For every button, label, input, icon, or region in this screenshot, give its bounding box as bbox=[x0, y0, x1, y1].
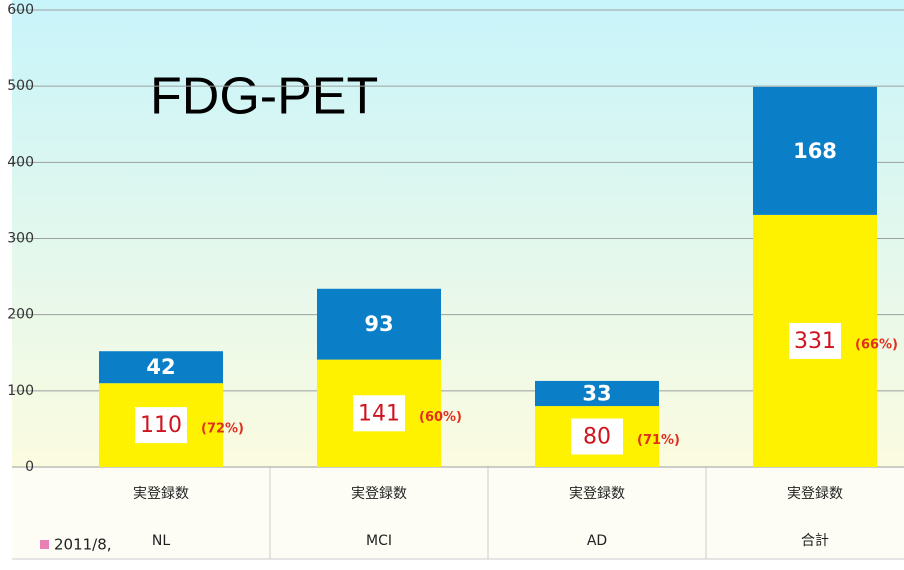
value-label-box bbox=[571, 418, 623, 455]
value-label: 141 bbox=[358, 401, 400, 426]
value-label: 93 bbox=[364, 312, 393, 336]
y-tick-label: 600 bbox=[7, 2, 34, 18]
x-tick-label: MCI bbox=[366, 533, 392, 549]
legend-text: 2011/8, bbox=[54, 536, 112, 554]
percent-label: (72%) bbox=[201, 422, 244, 437]
x-tick-label: 合計 bbox=[801, 533, 829, 549]
value-label: 42 bbox=[146, 355, 175, 379]
y-tick-label: 500 bbox=[7, 78, 34, 94]
y-tick-label: 100 bbox=[7, 383, 34, 399]
percent-label: (60%) bbox=[419, 410, 462, 425]
x-tick-label: NL bbox=[152, 533, 170, 549]
bar-segment bbox=[753, 86, 877, 215]
value-label: 80 bbox=[583, 425, 611, 450]
value-label-box bbox=[353, 395, 405, 432]
annotation-title: FDG-PET bbox=[150, 68, 378, 126]
category-table bbox=[12, 467, 904, 559]
legend-swatch bbox=[40, 540, 49, 549]
bar-segment bbox=[99, 351, 223, 384]
value-label: 168 bbox=[793, 139, 837, 163]
y-tick-label: 0 bbox=[25, 459, 34, 475]
bar-segment bbox=[317, 288, 441, 360]
value-label: 331 bbox=[794, 329, 836, 354]
bar-segment bbox=[535, 380, 659, 407]
value-label: 110 bbox=[140, 413, 182, 438]
y-tick-label: 200 bbox=[7, 307, 34, 323]
percent-label: (71%) bbox=[637, 433, 680, 448]
percent-label: (66%) bbox=[855, 337, 898, 352]
category-group-label: 実登録数 bbox=[569, 486, 625, 502]
value-label-box bbox=[135, 407, 187, 444]
value-label: 33 bbox=[582, 381, 611, 405]
category-group-label: 実登録数 bbox=[133, 486, 189, 502]
category-group-label: 実登録数 bbox=[351, 486, 407, 502]
y-tick-label: 300 bbox=[7, 231, 34, 247]
value-label-box bbox=[789, 322, 841, 359]
category-group-label: 実登録数 bbox=[787, 486, 843, 502]
y-tick-label: 400 bbox=[7, 154, 34, 170]
x-tick-label: AD bbox=[587, 533, 607, 549]
